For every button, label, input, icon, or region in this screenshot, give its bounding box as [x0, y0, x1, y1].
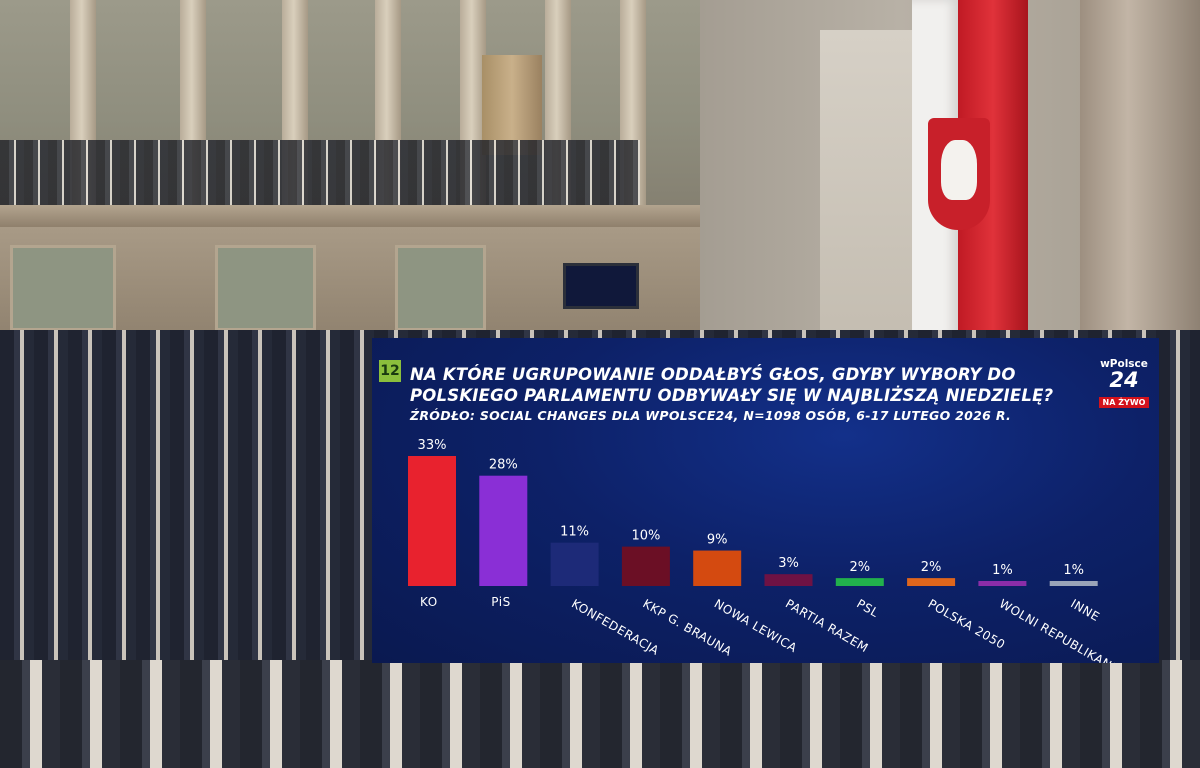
value-label-9: 1% [1063, 563, 1084, 578]
bar-0 [408, 456, 456, 586]
value-label-3: 10% [631, 529, 660, 544]
bar-9 [1049, 581, 1098, 586]
middle-wall [0, 227, 700, 347]
bar-6 [835, 578, 884, 586]
bar-5 [764, 574, 813, 586]
bar-2 [550, 542, 599, 586]
value-label-8: 1% [992, 563, 1013, 578]
slide-number-badge: 12 [379, 360, 401, 382]
bar-7 [907, 578, 956, 586]
chamber-screen [563, 263, 639, 309]
category-label-7: POLSKA 2050 [926, 596, 1008, 651]
category-label-9: INNE [1068, 596, 1102, 624]
bar-8 [978, 581, 1027, 586]
bar-1 [479, 475, 528, 586]
value-label-1: 28% [489, 458, 518, 473]
wpolsce24-logo: wPolsce 24 NA ŻYWO [1097, 358, 1151, 409]
value-label-7: 2% [921, 560, 942, 575]
value-label-0: 33% [418, 438, 447, 453]
curtain [482, 55, 542, 155]
logo-main-text: 24 [1109, 368, 1139, 392]
gallery-crowd [0, 140, 640, 210]
value-label-5: 3% [778, 556, 799, 571]
bar-3 [621, 546, 670, 586]
category-label-8: WOLNI REPUBLIKANIE [997, 596, 1125, 663]
value-label-2: 11% [560, 525, 589, 540]
poll-overlay: 12 NA KTÓRE UGRUPOWANIE ODDAŁBYŚ GŁOS, G… [372, 338, 1159, 663]
polish-eagle-emblem [928, 118, 990, 230]
poll-source: ŹRÓDŁO: SOCIAL CHANGES DLA WPOLSCE24, N=… [410, 408, 1012, 423]
category-label-0: KO [420, 595, 438, 609]
bar-4 [693, 550, 742, 586]
category-label-6: PSL [854, 596, 881, 620]
gallery-rail [0, 205, 700, 227]
value-label-4: 9% [707, 533, 728, 548]
front-crowd [0, 660, 1200, 768]
logo-top-text: wPolsce [1100, 358, 1148, 370]
live-badge: NA ŻYWO [1098, 397, 1150, 408]
value-label-6: 2% [849, 560, 870, 575]
category-label-1: PiS [491, 595, 510, 609]
poll-question: NA KTÓRE UGRUPOWANIE ODDAŁBYŚ GŁOS, GDYB… [410, 365, 1054, 405]
